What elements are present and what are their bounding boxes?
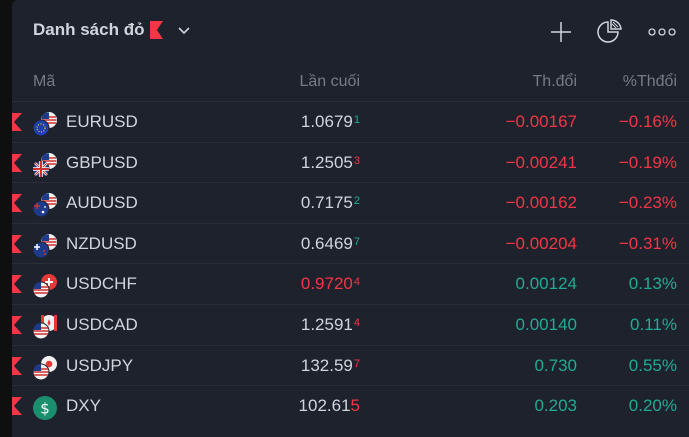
pie-chart-icon [597,19,622,43]
symbol-name: USDJPY [66,355,134,375]
symbol-name: GBPUSD [66,152,138,172]
last-price-pip: 7 [353,357,360,370]
last-price-main: 0.7175 [300,193,353,213]
symbol-name: USDCAD [66,314,138,334]
change-percent: −0.31% [618,233,677,253]
last-price-main: 0.9720 [300,274,353,294]
more-options-button[interactable] [648,18,676,46]
watchlist-row-dxy[interactable]: $ DXY 102.615 0.203 0.20% [12,386,689,427]
red-flag-icon [150,21,164,39]
column-symbol[interactable]: Mã [33,73,56,90]
change-percent: 0.11% [630,314,677,334]
plus-icon [551,22,571,42]
change-value: −0.00162 [505,193,577,213]
last-price-pip: 4 [353,316,360,329]
last-price: 132.597 [301,356,360,376]
red-flag-icon[interactable] [12,315,22,334]
change-percent: 0.13% [628,274,677,294]
change-percent: −0.19% [618,152,677,172]
last-price: 1.25053 [301,153,360,173]
change-value: −0.00204 [505,233,577,253]
last-price-main: 1.2505 [300,152,353,172]
watchlist-row-eurusd[interactable]: EURUSD 1.06791 −0.00167 −0.16% [12,102,689,143]
red-flag-icon[interactable] [12,234,22,253]
last-price: 0.64697 [301,234,360,254]
last-price: 0.71752 [301,193,360,213]
last-price: 0.97204 [301,274,360,294]
symbol-name: EURUSD [66,112,138,131]
change-value: 0.00140 [515,314,577,334]
last-price-pip: 4 [353,276,360,289]
watchlist-row-gbpusd[interactable]: GBPUSD 1.25053 −0.00241 −0.19% [12,143,689,184]
last-price-main: 132.59 [300,355,353,375]
last-price-pip: 3 [353,154,360,167]
change-percent: 0.55% [628,355,677,375]
change-value: 0.203 [534,396,577,416]
change-percent: −0.16% [618,112,677,131]
nz-us-flags-icon [32,233,57,259]
red-flag-icon[interactable] [12,356,22,375]
more-dots-icon [648,28,676,36]
last-price-pip: 5 [350,396,360,416]
eu-us-flags-icon [32,112,57,137]
change-value: 0.730 [534,355,577,375]
us-ca-flags-icon [32,314,57,340]
change-value: −0.00241 [505,152,577,172]
last-price-main: 1.2591 [300,314,353,334]
last-price: 1.25914 [301,315,360,335]
column-header-row: Mã Lần cuối Th.đổi %Thđổi [12,64,689,102]
red-flag-icon[interactable] [12,113,22,131]
watchlist-title: Danh sách đỏ [33,20,145,39]
symbol-name: USDCHF [66,274,137,294]
watchlist-row-nzdusd[interactable]: NZDUSD 0.64697 −0.00204 −0.31% [12,224,689,265]
column-last[interactable]: Lần cuối [299,73,361,90]
watchlist-header: Danh sách đỏ [12,0,689,64]
watchlist-row-usdchf[interactable]: USDCHF 0.97204 0.00124 0.13% [12,264,689,305]
change-value: −0.00167 [505,112,577,131]
au-us-flags-icon [32,193,57,218]
add-symbol-button[interactable] [547,18,575,46]
change-value: 0.00124 [515,274,577,294]
red-flag-icon[interactable] [12,153,22,172]
watchlist-title-button[interactable]: Danh sách đỏ [33,20,191,40]
symbol-name: AUDUSD [66,193,138,213]
watchlist-panel: Danh sách đỏ [12,0,689,437]
last-price-pip: 2 [353,195,360,208]
chevron-down-icon [178,27,191,35]
dollar-index-icon: $ [33,396,57,421]
us-jp-flags-icon [32,355,57,381]
column-change[interactable]: Th.đổi [532,73,577,90]
last-price-main: 0.6469 [300,233,353,253]
watchlist-row-usdjpy[interactable]: USDJPY 132.597 0.730 0.55% [12,346,689,387]
last-price-main: 1.0679 [300,112,353,131]
svg-text:$: $ [40,400,50,418]
watchlist-row-usdcad[interactable]: USDCAD 1.25914 0.00140 0.11% [12,305,689,346]
change-percent: 0.20% [628,396,677,416]
last-price: 102.615 [299,396,360,416]
red-flag-icon[interactable] [12,194,22,213]
last-price-pip: 1 [353,114,360,126]
symbol-name: NZDUSD [66,233,137,253]
advanced-view-button[interactable] [595,18,623,46]
column-change-pct[interactable]: %Thđổi [622,73,677,90]
last-price: 1.06791 [301,112,360,132]
red-flag-icon[interactable] [12,275,22,294]
symbol-list: EURUSD 1.06791 −0.00167 −0.16% GBPUSD 1.25053… [12,102,689,427]
change-percent: −0.23% [618,193,677,213]
gb-us-flags-icon [32,152,57,178]
us-ch-flags-icon [32,274,57,299]
last-price-pip: 7 [353,235,360,248]
watchlist-row-audusd[interactable]: AUDUSD 0.71752 −0.00162 −0.23% [12,183,689,224]
red-flag-icon[interactable] [12,397,22,416]
last-price-main: 102.61 [298,396,351,416]
symbol-name: DXY [66,396,101,416]
